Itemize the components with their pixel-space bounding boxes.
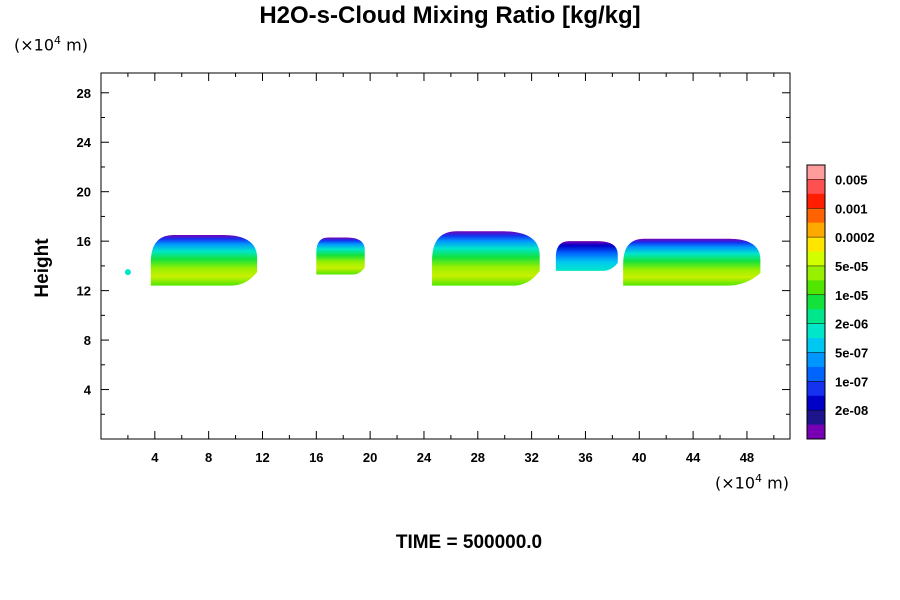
y-unit-label: (×104 m) [14, 34, 88, 55]
colorbar-label: 5e-07 [835, 345, 868, 360]
colorbar-swatch [807, 410, 825, 426]
x-tick-label: 28 [471, 450, 485, 465]
colorbar-label: 5e-05 [835, 259, 868, 274]
colorbar-swatch [807, 352, 825, 368]
x-tick-label: 24 [417, 450, 432, 465]
x-tick-label: 4 [151, 450, 159, 465]
colorbar-label: 0.0002 [835, 230, 875, 245]
cloud-cell-3 [432, 231, 540, 286]
colorbar-swatch [807, 251, 825, 267]
colorbar-swatch [807, 280, 825, 296]
x-tick-label: 40 [632, 450, 646, 465]
colorbar-swatch [807, 366, 825, 382]
x-tick-label: 48 [740, 450, 754, 465]
x-tick-label: 16 [309, 450, 323, 465]
x-tick-label: 44 [686, 450, 701, 465]
cloud-cell-1 [150, 234, 258, 286]
y-tick-label: 12 [77, 284, 91, 299]
x-unit-label: (×104 m) [715, 472, 789, 493]
colorbar-swatch [807, 237, 825, 253]
y-tick-label: 20 [77, 185, 91, 200]
x-tick-label: 12 [255, 450, 269, 465]
cloud-cell-4 [555, 241, 618, 271]
x-tick-label: 36 [578, 450, 592, 465]
colorbar-swatch [807, 424, 825, 440]
y-tick-label: 4 [84, 383, 92, 398]
colorbar-swatch [807, 222, 825, 238]
colorbar-label: 1e-05 [835, 288, 868, 303]
colorbar-label: 0.001 [835, 201, 868, 216]
colorbar-swatch [807, 193, 825, 209]
colorbar-swatch [807, 294, 825, 310]
colorbar-label: 2e-08 [835, 403, 868, 418]
colorbar-label: 1e-07 [835, 374, 868, 389]
colorbar-swatch [807, 208, 825, 224]
cloud-cell-5 [623, 238, 761, 286]
colorbar-swatch [807, 338, 825, 353]
colorbar-swatch [807, 265, 825, 281]
colorbar-swatch [807, 395, 825, 411]
cloud-blip [124, 269, 131, 276]
x-tick-label: 20 [363, 450, 377, 465]
colorbar-swatch [807, 381, 825, 397]
y-tick-label: 8 [84, 333, 91, 348]
colorbar-label: 2e-06 [835, 317, 868, 332]
y-tick-label: 24 [77, 135, 92, 150]
y-tick-label: 28 [77, 86, 91, 101]
colorbar-swatch [807, 323, 825, 339]
cloud-cell-2 [316, 237, 365, 275]
colorbar-swatch [807, 165, 825, 180]
chart-title: H2O-s-Cloud Mixing Ratio [kg/kg] [259, 2, 641, 29]
y-tick-label: 16 [77, 234, 91, 249]
x-tick-label: 8 [205, 450, 212, 465]
colorbar-swatch [807, 309, 825, 325]
colorbar-frame [806, 164, 826, 440]
colorbar-swatch [807, 179, 825, 195]
time-label: TIME = 500000.0 [395, 532, 543, 553]
colorbar-label: 0.005 [835, 172, 868, 187]
x-tick-label: 32 [524, 450, 538, 465]
